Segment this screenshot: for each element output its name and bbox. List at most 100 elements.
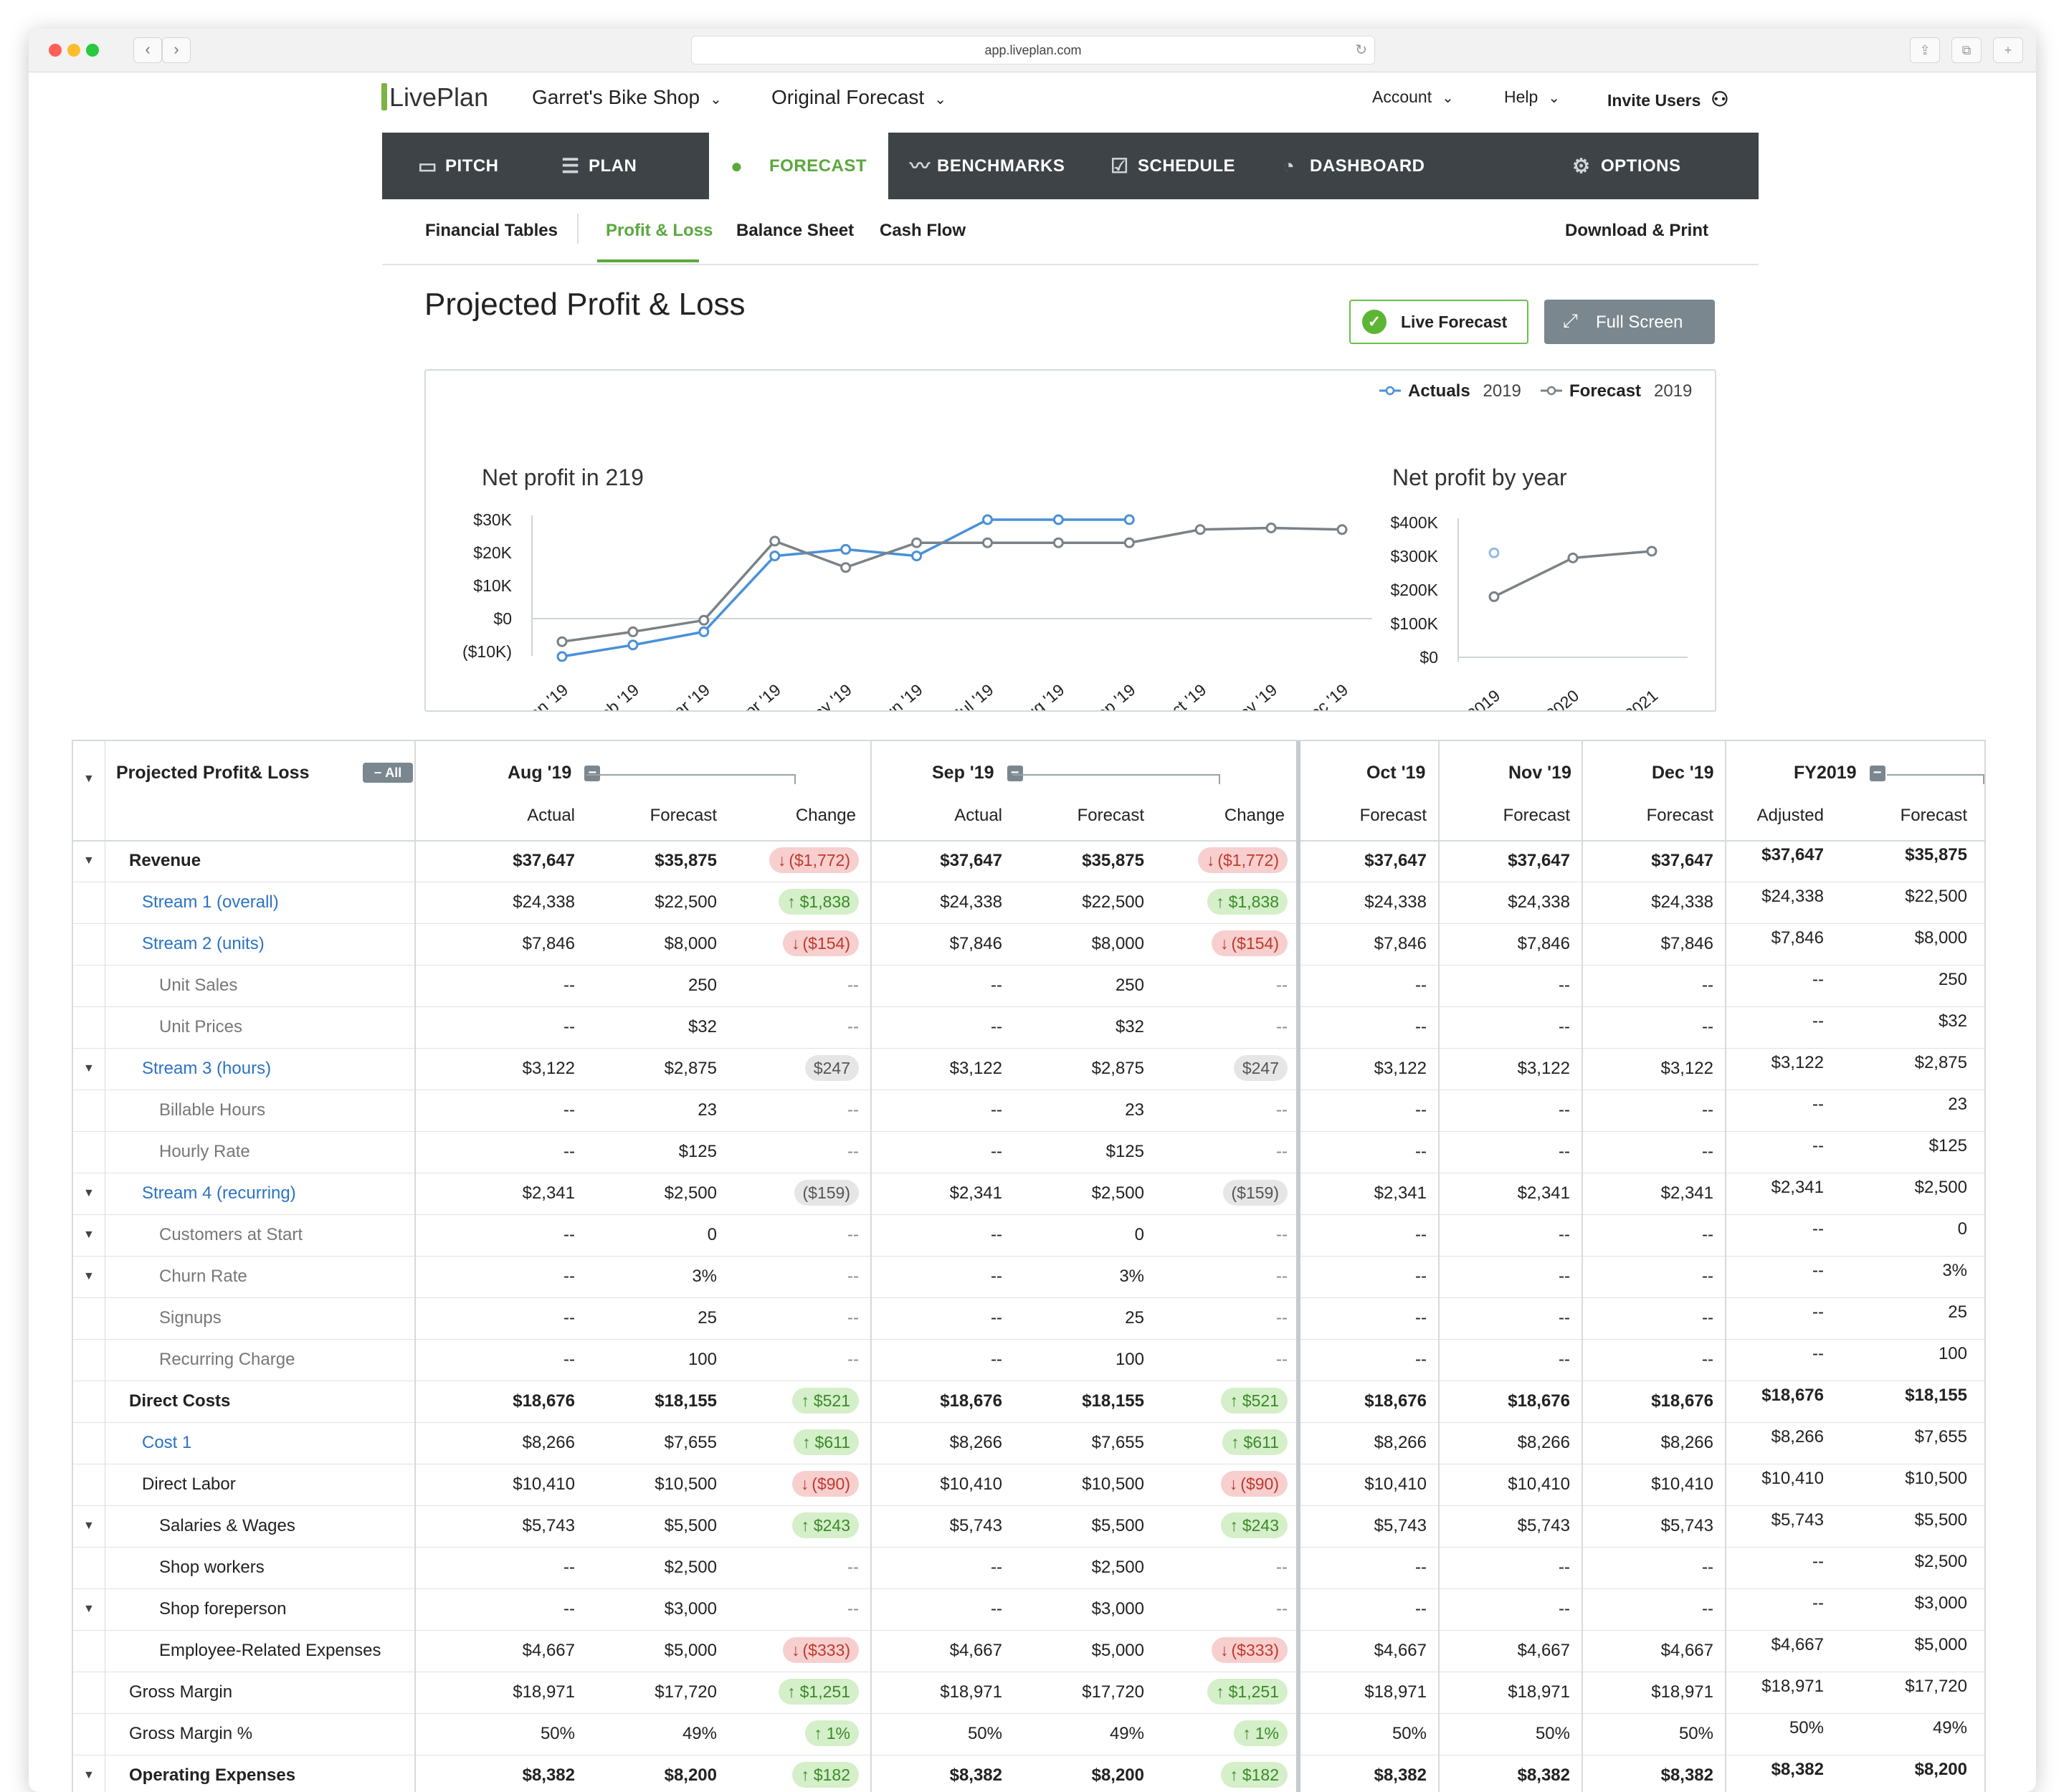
row-gutter xyxy=(73,923,105,965)
fy-forecast: $10,500 xyxy=(1905,1469,1967,1488)
minimize-window-button[interactable] xyxy=(67,44,80,57)
tab-financial-tables[interactable]: Financial Tables xyxy=(425,221,558,240)
aug-actual: -- xyxy=(563,1308,575,1328)
row-label: Employee-Related Expenses xyxy=(159,1641,381,1660)
nav-benchmarks[interactable]: 〰 BENCHMARKS xyxy=(888,133,1089,199)
dec-forecast: $7,846 xyxy=(1660,934,1713,953)
row-label[interactable]: Stream 4 (recurring) xyxy=(142,1183,296,1203)
tab-cash-flow[interactable]: Cash Flow xyxy=(880,221,966,240)
expand-row-toggle[interactable]: ▼ xyxy=(83,1603,95,1615)
change-value: ($154) xyxy=(802,934,850,953)
sep-change: ↑ $521 xyxy=(1151,1381,1288,1422)
nav-schedule[interactable]: ☑ SCHEDULE xyxy=(1089,133,1261,199)
table-row[interactable]: Recurring Charge -- 100 -- -- 100 -- -- -- -- -- 10… xyxy=(73,1339,1984,1381)
row-label[interactable]: Stream 2 (units) xyxy=(142,934,265,953)
table-row[interactable]: ▼ Salaries & Wages $5,743 $5,500 ↑ $243 $5,743… xyxy=(73,1505,1984,1548)
collapse-all-toggle[interactable]: ▼ xyxy=(83,773,95,785)
company-selector[interactable]: Garret's Bike Shop ⌄ xyxy=(532,86,722,109)
maximize-window-button[interactable] xyxy=(86,44,99,57)
live-forecast-button[interactable]: ✓ Live Forecast xyxy=(1349,300,1528,344)
table-row[interactable]: ▼ Operating Expenses $8,382 $8,200 ↑ $182 $8,3… xyxy=(73,1755,1984,1792)
expand-row-toggle[interactable]: ▼ xyxy=(83,1187,95,1199)
expand-row-toggle[interactable]: ▼ xyxy=(83,1062,95,1074)
forecast-selector[interactable]: Original Forecast ⌄ xyxy=(771,86,946,109)
table-row[interactable]: ▼ Customers at Start -- 0 -- -- 0 -- -- -- -- -- 0 xyxy=(73,1214,1984,1257)
share-icon[interactable]: ⇪ xyxy=(1910,37,1940,63)
expand-row-toggle[interactable]: ▼ xyxy=(83,1520,95,1532)
reload-icon[interactable]: ↻ xyxy=(1355,42,1367,58)
table-row[interactable]: Direct Costs $18,676 $18,155 ↑ $521 $18,676 $1… xyxy=(73,1381,1984,1423)
back-button[interactable]: ‹ xyxy=(133,37,162,63)
nav-dashboard[interactable]: ◔ DASHBOARD xyxy=(1261,133,1476,199)
account-menu[interactable]: Account ⌄ xyxy=(1372,87,1454,107)
sep-forecast: 3% xyxy=(1119,1267,1144,1286)
collapse-group-icon[interactable]: − xyxy=(1869,766,1885,781)
collapse-all-button[interactable]: − All xyxy=(363,763,413,783)
table-row[interactable]: Hourly Rate -- $125 -- -- $125 -- -- -- -- -- $125 xyxy=(73,1131,1984,1173)
invite-users-button[interactable]: Invite Users ⚇ xyxy=(1607,87,1729,111)
nav-pitch[interactable]: ▭ PITCH xyxy=(382,133,505,199)
tabs-icon[interactable]: ⧉ xyxy=(1951,37,1982,63)
full-screen-label: Full Screen xyxy=(1596,313,1683,332)
full-screen-button[interactable]: ⤢ Full Screen xyxy=(1544,300,1715,344)
sep-actual: $10,410 xyxy=(940,1474,1002,1494)
sep-actual: $18,971 xyxy=(940,1682,1002,1702)
table-row[interactable]: Employee-Related Expenses $4,667 $5,000 ↓ ($… xyxy=(73,1630,1984,1672)
month-label: Dec '19 xyxy=(1652,763,1714,783)
column-divider xyxy=(1582,741,1583,1792)
table-row[interactable]: Gross Margin $18,971 $17,720 ↑ $1,251 $18,971… xyxy=(73,1672,1984,1714)
gauge-icon: ◔ xyxy=(1283,155,1295,177)
table-row[interactable]: Unit Prices -- $32 -- -- $32 -- -- -- -- -- $32 xyxy=(73,1006,1984,1049)
table-row[interactable]: ▼ Churn Rate -- 3% -- -- 3% -- -- -- -- -- 3% xyxy=(73,1256,1984,1298)
sep-actual: $37,647 xyxy=(940,851,1002,870)
aug-actual: 50% xyxy=(540,1724,575,1743)
tab-profit-loss[interactable]: Profit & Loss xyxy=(606,221,713,240)
collapse-group-icon[interactable]: − xyxy=(584,766,601,781)
table-row[interactable]: Direct Labor $10,410 $10,500 ↓ ($90) $10,410 $… xyxy=(73,1464,1984,1506)
download-print-link[interactable]: Download & Print xyxy=(1565,221,1708,240)
aug-actual: $3,122 xyxy=(522,1059,575,1078)
expand-row-toggle[interactable]: ▼ xyxy=(83,1270,95,1282)
row-label[interactable]: Stream 1 (overall) xyxy=(142,892,279,912)
address-bar[interactable]: app.liveplan.com ↻ xyxy=(691,36,1375,65)
table-row[interactable]: ▼ Stream 3 (hours) $3,122 $2,875 $247 $3,122 $… xyxy=(73,1048,1984,1090)
table-row[interactable]: Shop workers -- $2,500 -- -- $2,500 -- -- -- -- --… xyxy=(73,1547,1984,1589)
nav-plan[interactable]: ☰ PLAN xyxy=(505,133,649,199)
table-row[interactable]: Gross Margin % 50% 49% ↑ 1% 50% 49% ↑ 1% 50% 50% 50… xyxy=(73,1713,1984,1755)
row-gutter xyxy=(73,1630,105,1672)
row-gutter xyxy=(73,1090,105,1131)
oct-forecast: $2,341 xyxy=(1374,1183,1427,1203)
expand-row-toggle[interactable]: ▼ xyxy=(83,1229,95,1241)
expand-row-toggle[interactable]: ▼ xyxy=(83,854,95,867)
row-label[interactable]: Cost 1 xyxy=(142,1433,192,1452)
table-row[interactable]: ▼ Revenue $37,647 $35,875 ↓ ($1,772) $37,647 $3… xyxy=(73,840,1984,882)
legend-series-year: 2019 xyxy=(1483,381,1521,401)
aug-forecast: 0 xyxy=(707,1225,717,1244)
close-window-button[interactable] xyxy=(49,44,62,57)
tab-balance-sheet[interactable]: Balance Sheet xyxy=(736,221,855,240)
aug-forecast: $35,875 xyxy=(655,851,717,870)
nav-options[interactable]: ⚙ OPTIONS xyxy=(1548,133,1734,199)
arrow-up-icon: ↑ xyxy=(802,1433,811,1452)
arrow-down-icon: ↓ xyxy=(791,934,800,953)
forward-button[interactable]: › xyxy=(162,37,191,63)
nav-forecast[interactable]: ● FORECAST xyxy=(709,133,888,199)
help-menu[interactable]: Help ⌄ xyxy=(1504,87,1560,107)
fy-adjusted: -- xyxy=(1812,1219,1824,1239)
new-tab-icon[interactable]: + xyxy=(1993,37,2023,63)
fy-adjusted: $2,341 xyxy=(1771,1178,1824,1197)
collapse-group-icon[interactable]: − xyxy=(1007,766,1023,781)
liveplan-logo[interactable]: LivePlan xyxy=(381,82,488,113)
y-tick-label: $20K xyxy=(473,543,512,562)
table-row[interactable]: ▼ Stream 4 (recurring) $2,341 $2,500 ($159) $… xyxy=(73,1173,1984,1215)
aug-forecast: $17,720 xyxy=(655,1682,717,1702)
table-row[interactable]: Stream 1 (overall) $24,338 $22,500 ↑ $1,838 $… xyxy=(73,882,1984,924)
table-row[interactable]: ▼ Shop foreperson -- $3,000 -- -- $3,000 -- -- --… xyxy=(73,1588,1984,1631)
change-badge: $247 xyxy=(804,1055,859,1081)
table-row[interactable]: Billable Hours -- 23 -- -- 23 -- -- -- -- -- 23 xyxy=(73,1090,1984,1132)
expand-row-toggle[interactable]: ▼ xyxy=(83,1769,95,1781)
row-label[interactable]: Stream 3 (hours) xyxy=(142,1059,272,1078)
data-point-forecast xyxy=(840,562,852,573)
table-row[interactable]: Unit Sales -- 250 -- -- 250 -- -- -- -- -- 250 xyxy=(73,965,1984,1007)
table-row[interactable]: Stream 2 (units) $7,846 $8,000 ↓ ($154) $7,84… xyxy=(73,923,1984,966)
